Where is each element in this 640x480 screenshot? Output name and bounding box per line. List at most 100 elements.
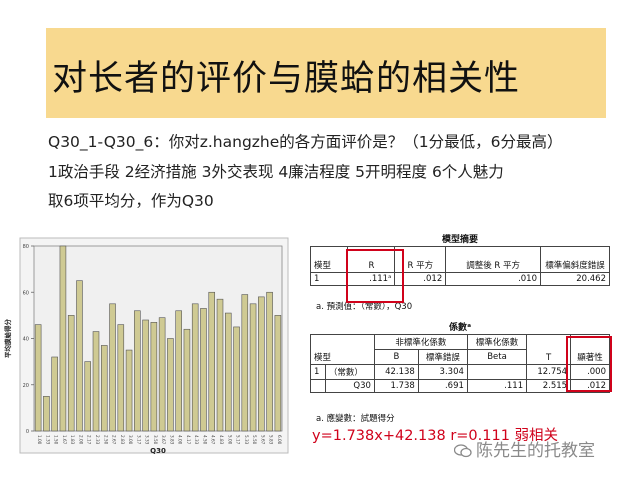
x-tick-label: 3.50: [153, 435, 158, 445]
sig-highlight-box: [566, 336, 612, 392]
x-tick-label: 3.83: [169, 435, 174, 445]
x-tick-label: 5.33: [244, 435, 249, 445]
x-tick-label: 3.00: [128, 435, 133, 445]
title-band: [46, 28, 606, 118]
x-tick-label: 4.50: [202, 435, 207, 445]
x-tick-label: 3.33: [145, 435, 150, 445]
x-tick-label: 2.00: [78, 435, 83, 445]
bar: [241, 294, 249, 432]
y-tick-label: 80: [23, 244, 29, 250]
x-tick-label: 1.50: [54, 435, 59, 445]
x-tick-label: 1.00: [37, 435, 42, 445]
bar: [100, 345, 108, 432]
x-tick-label: 2.33: [95, 435, 100, 445]
x-tick-label: 3.67: [161, 435, 166, 445]
bar: [258, 296, 265, 432]
watermark-text: 陈先生的托教室: [476, 441, 595, 461]
bar: [84, 361, 92, 432]
x-tick-label: 5.83: [269, 435, 274, 445]
bar: [51, 356, 58, 432]
bar: [125, 349, 133, 432]
x-tick-label: 3.17: [136, 435, 141, 445]
coef-cell: 1.738: [373, 379, 419, 393]
question-line-1: Q30_1-Q30_6：你对z.hangzhe的各方面评价是？（1分最低，6分最…: [48, 133, 563, 151]
y-tick-label: 0: [26, 429, 29, 435]
ms-cell-adj-r2: .010: [445, 272, 541, 286]
bar: [67, 315, 75, 432]
model-summary-caption: 模型摘要: [441, 235, 478, 245]
coef-cell: .111: [466, 379, 528, 393]
bar: [191, 303, 199, 432]
x-tick-label: 2.67: [112, 435, 117, 445]
question-line-2: 1政治手段 2经济措施 3外交表现 4廉洁程度 5开明程度 6个人魅力: [48, 163, 504, 181]
coef-header-b: B: [373, 349, 419, 365]
x-tick-label: 4.67: [211, 435, 216, 445]
bar: [249, 303, 257, 432]
bar: [109, 303, 116, 432]
coef-group-std: 標準化係數: [466, 334, 528, 350]
bar: [266, 291, 273, 432]
chat-bubbles-icon: [454, 444, 472, 458]
bar: [92, 331, 100, 432]
x-tick-label: 1.83: [70, 435, 75, 445]
coef-header-model: 模型: [310, 334, 375, 365]
y-tick-label: 40: [23, 337, 29, 343]
x-tick-label: 4.83: [219, 435, 224, 445]
x-tick-label: 2.83: [120, 435, 125, 445]
question-line-3: 取6项平均分，作为Q30: [48, 192, 214, 210]
coef-cell: [466, 364, 528, 380]
coefficients-note: a. 應變數：試題得分: [316, 414, 395, 424]
coef-cell: 1: [310, 364, 326, 380]
x-tick-label: 5.67: [260, 435, 265, 445]
y-tick-label: 60: [23, 290, 29, 296]
bar: [224, 312, 232, 432]
bar: [142, 319, 149, 432]
x-tick-label: 4.33: [194, 435, 199, 445]
x-axis-label: Q30: [150, 447, 166, 455]
coef-cell: 12.754: [526, 364, 572, 380]
bar: [117, 324, 125, 432]
coef-header-std-err: 標準錯誤: [417, 349, 468, 365]
coef-header-t: T: [526, 334, 572, 365]
x-tick-label: 5.17: [236, 435, 241, 445]
coef-group-unstd: 非標準化係數: [373, 334, 468, 350]
x-tick-label: 4.17: [186, 435, 191, 445]
x-tick-label: 2.17: [87, 435, 92, 445]
y-tick-label: 20: [23, 383, 29, 389]
x-tick-label: 4.00: [178, 435, 183, 445]
bar: [43, 396, 50, 432]
x-tick-label: 6.00: [277, 435, 282, 445]
ms-header-model: 模型: [309, 246, 349, 273]
bar-chart: 0 20 40 60 80 1.00 1.33 1.50 1.67 1.83 2.00 2.17 2.3…: [3, 237, 289, 455]
bar: [134, 310, 141, 432]
coef-cell: （常數）: [324, 364, 375, 380]
x-tick-label: 1.33: [45, 435, 50, 445]
model-summary-note: a. 預測值：（常數），Q30: [316, 302, 413, 312]
ms-cell-r: .111ᵃ: [347, 272, 396, 286]
regression-formula: y=1.738x+42.138 r=0.111 弱相关: [312, 428, 559, 444]
coef-cell: 2.515: [526, 379, 572, 393]
plot-area: [33, 245, 283, 432]
bar: [233, 326, 240, 432]
bar: [34, 324, 42, 432]
y-axis-label: 平均膜蛤得分: [3, 319, 12, 359]
coef-cell: [310, 379, 326, 393]
coef-cell: Q30: [324, 379, 375, 393]
bar: [150, 322, 158, 432]
coef-cell: .691: [417, 379, 468, 393]
x-tick-label: 5.00: [227, 435, 232, 445]
bar: [216, 298, 224, 432]
x-tick-label: 1.67: [62, 435, 67, 445]
bar: [183, 328, 191, 432]
coefficients-caption: 係數ᵃ: [448, 323, 472, 333]
slide-title: 对长者的评价与膜蛤的相关性: [52, 59, 521, 99]
coef-cell: 3.304: [417, 364, 468, 380]
x-tick-label: 2.50: [103, 435, 108, 445]
bar: [208, 291, 216, 432]
ms-header-std-err: 標準偏斜度錯誤: [540, 246, 610, 273]
bar: [274, 315, 282, 432]
bar: [59, 245, 67, 432]
bar: [76, 280, 83, 432]
bar: [158, 317, 166, 432]
coef-header-beta: Beta: [466, 349, 528, 365]
